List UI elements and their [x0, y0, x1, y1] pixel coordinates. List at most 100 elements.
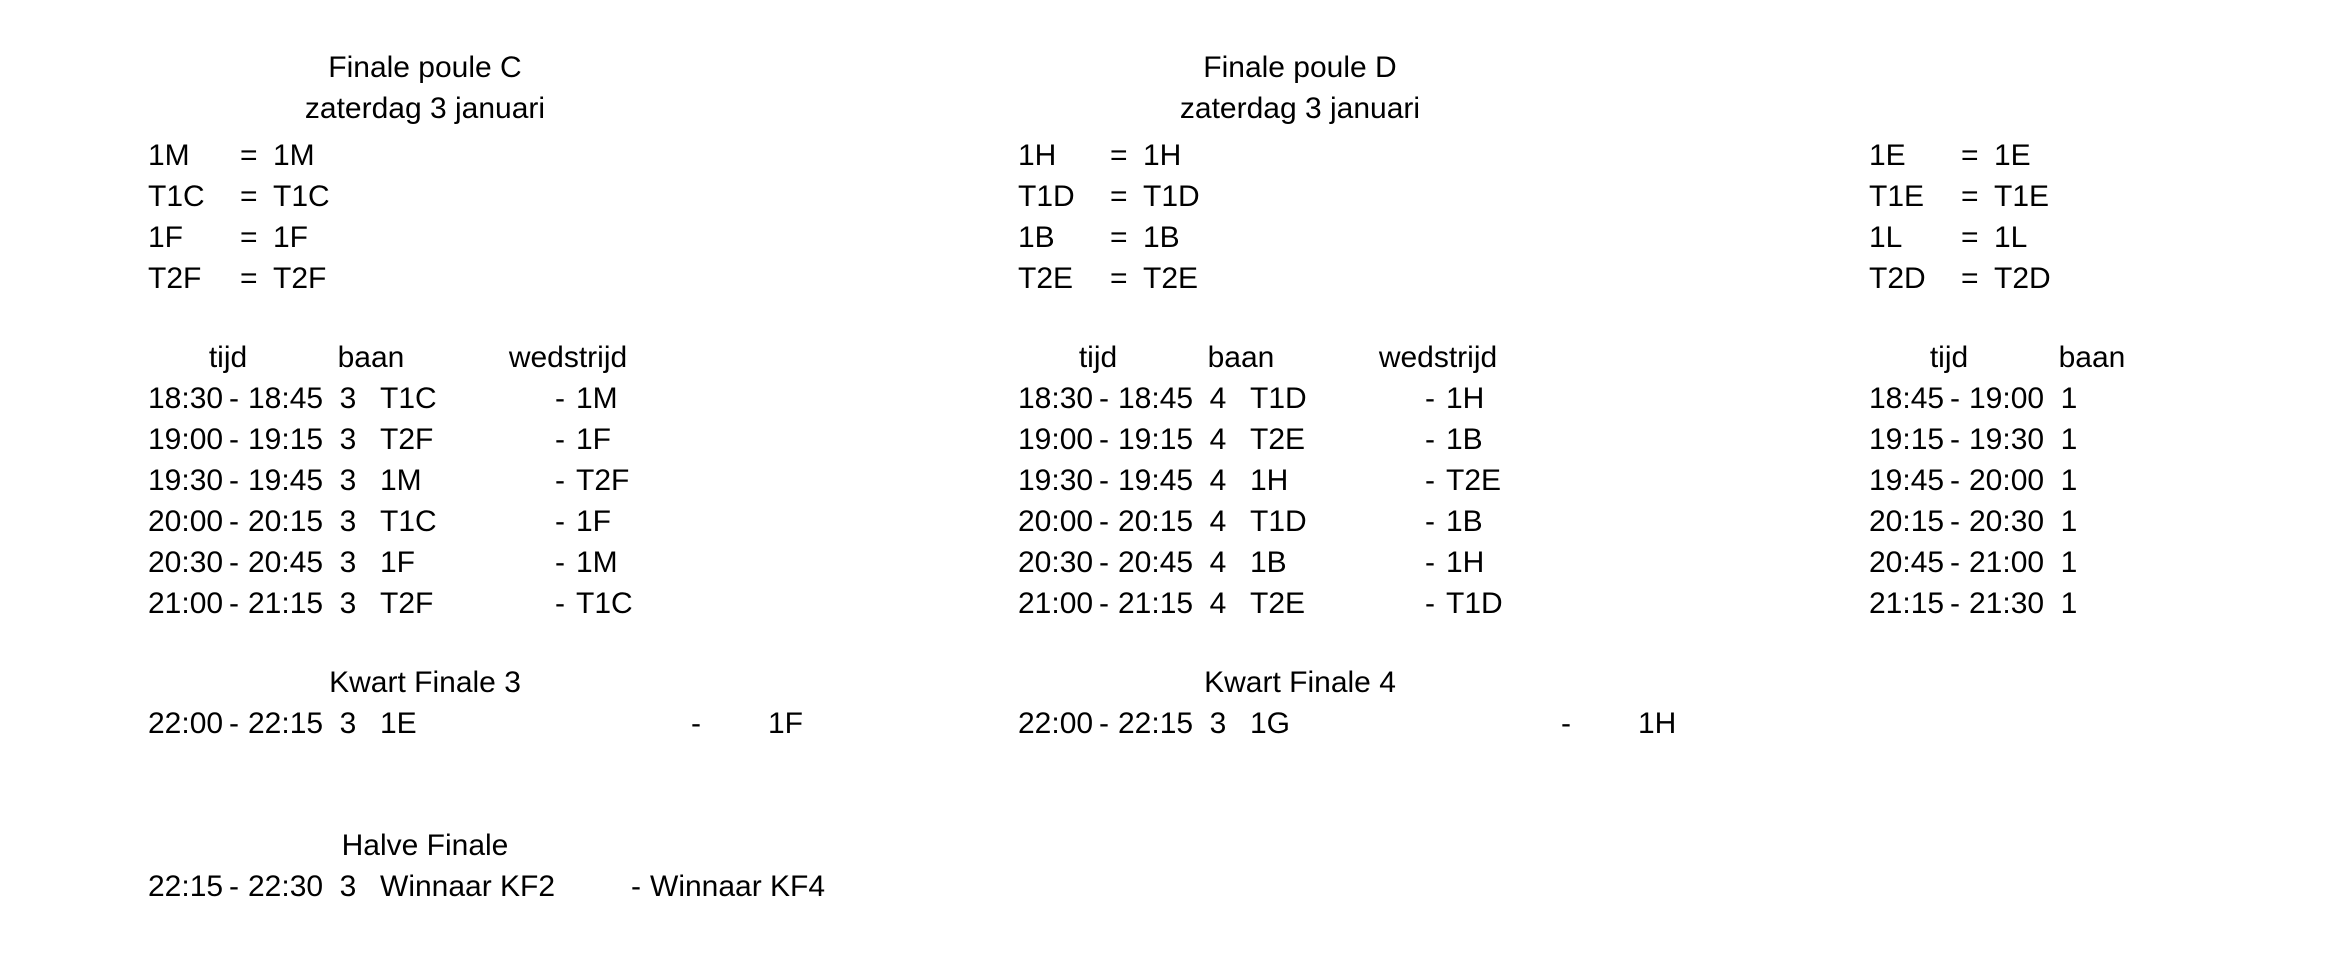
time-separator: -: [229, 423, 239, 456]
match-court: 4: [1209, 587, 1227, 620]
match-end-time: 18:45: [1118, 382, 1194, 415]
column-header-tijd: tijd: [1078, 341, 1118, 374]
match-start-time: 19:30: [1018, 464, 1094, 497]
definition-value: 1M: [273, 139, 315, 172]
match-away-team: 1B: [1446, 505, 1483, 538]
match-start-time: 21:15: [1869, 587, 1945, 620]
time-separator: -: [229, 587, 239, 620]
match-court: 3: [339, 423, 357, 456]
poule-d-title: Finale poule D: [1203, 51, 1397, 84]
definition-equals: =: [1110, 221, 1128, 254]
definition-value: 1F: [273, 221, 309, 254]
column-header-tijd: tijd: [1929, 341, 1969, 374]
match-court: 3: [339, 464, 357, 497]
column-header-wedstrijd: wedstrijd: [508, 341, 628, 374]
match-home-team: 1F: [380, 546, 416, 579]
match-court: 4: [1209, 382, 1227, 415]
match-home-team: Winnaar KF2: [380, 870, 556, 903]
match-start-time: 18:30: [1018, 382, 1094, 415]
versus-separator: -: [1425, 587, 1435, 620]
time-separator: -: [1950, 546, 1960, 579]
time-separator: -: [229, 464, 239, 497]
match-court: 3: [339, 870, 357, 903]
match-end-time: 19:45: [248, 464, 324, 497]
definition-equals: =: [1110, 139, 1128, 172]
match-home-team: T1C: [380, 382, 437, 415]
match-start-time: 18:45: [1869, 382, 1945, 415]
match-end-time: 21:30: [1969, 587, 2045, 620]
match-end-time: 22:30: [248, 870, 324, 903]
match-start-time: 20:30: [1018, 546, 1094, 579]
definition-equals: =: [1110, 180, 1128, 213]
match-start-time: 21:00: [148, 587, 224, 620]
match-court: 1: [2060, 546, 2078, 579]
versus-separator: -: [555, 464, 565, 497]
definition-key: T2D: [1869, 262, 1926, 295]
time-separator: -: [1950, 587, 1960, 620]
match-court: 3: [339, 707, 357, 740]
match-away-team: T2E: [1446, 464, 1502, 497]
versus-separator: -: [1425, 464, 1435, 497]
match-start-time: 20:45: [1869, 546, 1945, 579]
definition-equals: =: [1961, 180, 1979, 213]
definition-value: T2F: [273, 262, 327, 295]
definition-equals: =: [1961, 221, 1979, 254]
match-start-time: 19:15: [1869, 423, 1945, 456]
match-start-time: 20:00: [148, 505, 224, 538]
definition-value: T1E: [1994, 180, 2050, 213]
match-end-time: 21:15: [1118, 587, 1194, 620]
match-away-team: 1F: [768, 707, 804, 740]
definition-value: T1D: [1143, 180, 1200, 213]
match-end-time: 20:45: [248, 546, 324, 579]
definition-value: 1H: [1143, 139, 1182, 172]
time-separator: -: [229, 870, 239, 903]
match-away-team: T1D: [1446, 587, 1503, 620]
match-away-team: 1F: [576, 423, 612, 456]
definition-key: 1E: [1869, 139, 1906, 172]
definition-key: T2E: [1018, 262, 1074, 295]
definition-value: 1B: [1143, 221, 1180, 254]
definition-equals: =: [1110, 262, 1128, 295]
match-away-team: T2F: [576, 464, 630, 497]
match-end-time: 19:15: [1118, 423, 1194, 456]
time-separator: -: [229, 505, 239, 538]
definition-equals: =: [240, 139, 258, 172]
versus-separator: -: [631, 870, 641, 903]
time-separator: -: [1099, 505, 1109, 538]
match-court: 3: [339, 382, 357, 415]
definition-key: 1F: [148, 221, 184, 254]
time-separator: -: [1099, 587, 1109, 620]
time-separator: -: [229, 546, 239, 579]
match-away-team: 1F: [576, 505, 612, 538]
match-court: 4: [1209, 423, 1227, 456]
match-home-team: 1G: [1250, 707, 1291, 740]
match-court: 1: [2060, 382, 2078, 415]
time-separator: -: [1099, 707, 1109, 740]
versus-separator: -: [1425, 382, 1435, 415]
match-home-team: T1C: [380, 505, 437, 538]
match-start-time: 21:00: [1018, 587, 1094, 620]
match-court: 4: [1209, 464, 1227, 497]
poule-d-subtitle: zaterdag 3 januari: [1179, 92, 1421, 125]
time-separator: -: [1099, 546, 1109, 579]
match-court: 3: [1209, 707, 1227, 740]
match-away-team: 1B: [1446, 423, 1483, 456]
definition-equals: =: [240, 262, 258, 295]
match-start-time: 20:15: [1869, 505, 1945, 538]
match-court: 4: [1209, 546, 1227, 579]
match-start-time: 20:30: [148, 546, 224, 579]
match-home-team: T2E: [1250, 423, 1306, 456]
time-separator: -: [1950, 505, 1960, 538]
match-end-time: 20:45: [1118, 546, 1194, 579]
match-end-time: 20:15: [248, 505, 324, 538]
match-away-team: 1H: [1446, 382, 1485, 415]
match-court: 4: [1209, 505, 1227, 538]
definition-key: 1L: [1869, 221, 1903, 254]
match-start-time: 22:00: [148, 707, 224, 740]
match-home-team: 1H: [1250, 464, 1289, 497]
match-end-time: 19:30: [1969, 423, 2045, 456]
definition-equals: =: [1961, 262, 1979, 295]
versus-separator: -: [1425, 505, 1435, 538]
match-away-team: 1H: [1446, 546, 1485, 579]
match-home-team: 1M: [380, 464, 422, 497]
